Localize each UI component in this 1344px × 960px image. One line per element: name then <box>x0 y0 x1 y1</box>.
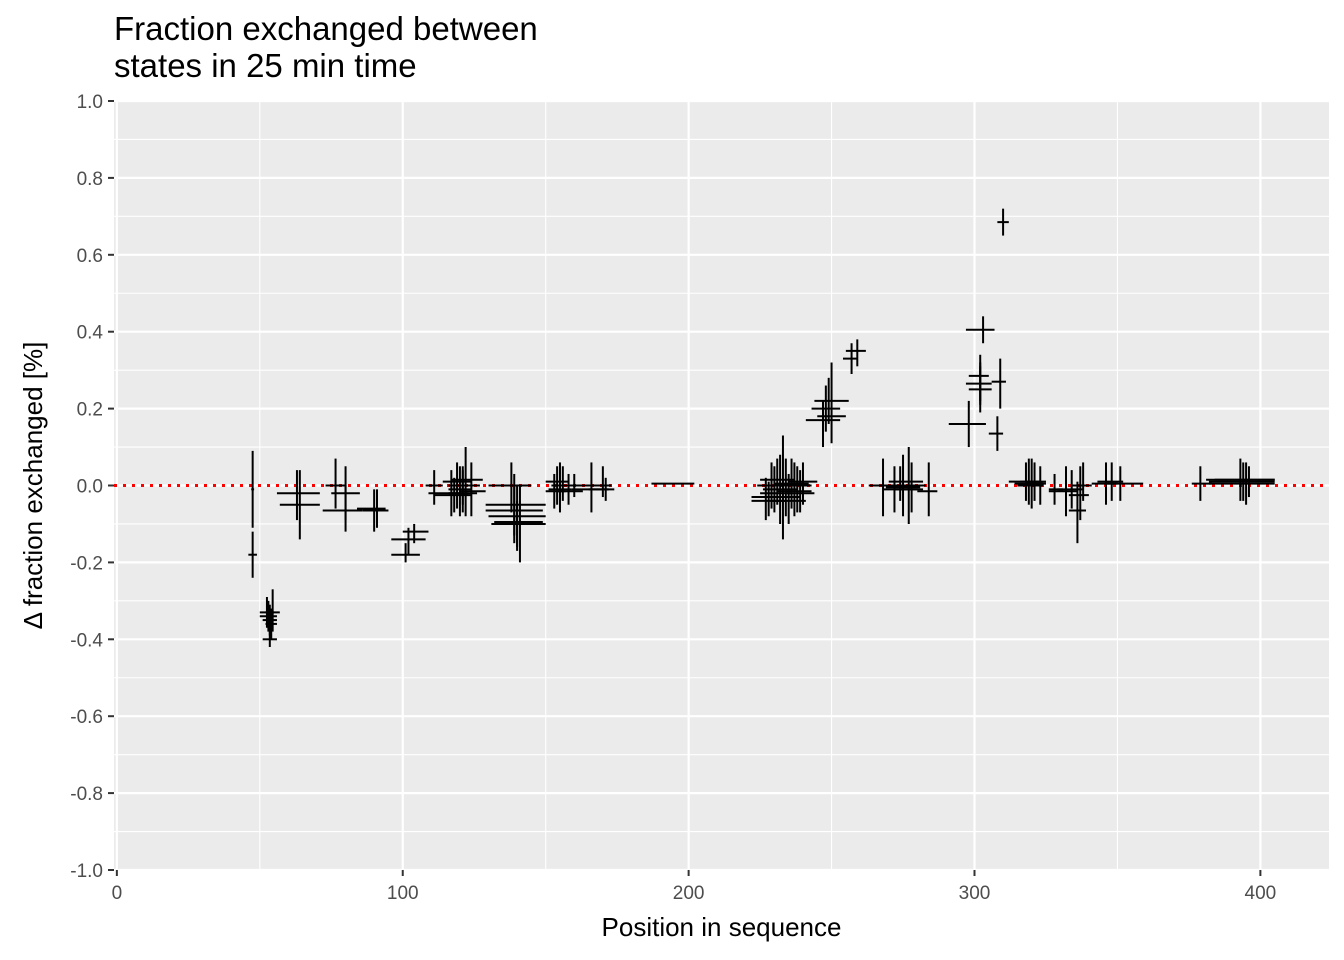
x-tick-label: 300 <box>959 883 991 904</box>
x-tick-label: 0 <box>112 883 123 904</box>
data-point <box>965 316 995 344</box>
data-point <box>777 462 812 517</box>
y-tick-label: -0.8 <box>70 784 103 805</box>
data-point <box>491 500 546 548</box>
x-tick-label: 100 <box>387 883 419 904</box>
data-point <box>997 208 1009 236</box>
data-point <box>362 489 389 528</box>
x-axis-title: Position in sequence <box>602 912 842 942</box>
data-point <box>988 416 1004 451</box>
data-point <box>1208 462 1275 505</box>
y-tick-label: 1.0 <box>77 92 103 113</box>
y-tick-label: -0.6 <box>70 707 103 728</box>
data-point <box>1071 462 1092 501</box>
chart-title: Fraction exchanged between states in 25 … <box>114 10 538 84</box>
data-point <box>557 473 583 505</box>
data-point <box>559 473 589 498</box>
data-point <box>780 466 812 513</box>
data-point <box>276 470 320 521</box>
data-point <box>451 447 483 517</box>
data-point <box>585 466 612 498</box>
data-point <box>991 358 1006 409</box>
data-marks <box>248 208 1275 647</box>
data-point <box>917 462 938 517</box>
y-tick-label: -0.4 <box>70 630 103 651</box>
data-point <box>1068 481 1086 544</box>
data-point <box>402 523 429 544</box>
data-point <box>811 385 841 432</box>
y-axis-title: Δ fraction exchanged [%] <box>18 342 48 630</box>
y-tick-label: 0.2 <box>77 400 103 421</box>
data-point <box>391 543 420 563</box>
data-point <box>965 362 992 405</box>
data-point <box>459 462 486 517</box>
grid-major <box>114 99 1329 872</box>
data-point <box>259 600 277 632</box>
data-point <box>1025 466 1046 505</box>
x-axis: 0 100 200 300 400 <box>112 870 1277 904</box>
data-point <box>1097 462 1124 501</box>
data-point <box>843 343 858 374</box>
data-point <box>785 470 815 513</box>
y-tick-label: -1.0 <box>70 861 103 882</box>
data-point <box>1191 466 1212 501</box>
data-point <box>485 485 543 544</box>
y-tick-label: 0.6 <box>77 246 103 267</box>
data-point <box>1214 466 1275 498</box>
data-point <box>251 450 255 528</box>
y-tick-label: 0.8 <box>77 169 103 190</box>
data-point <box>248 531 257 578</box>
data-point <box>888 466 924 501</box>
y-axis: -1.0 -0.8 -0.6 -0.4 -0.2 0.0 0.2 0.4 0.6 0.8 1.0 <box>70 92 114 882</box>
data-point <box>331 466 360 521</box>
y-tick-label: 0.0 <box>77 477 103 498</box>
data-point <box>265 608 277 640</box>
data-point <box>891 447 926 524</box>
data-point <box>588 477 615 501</box>
data-point <box>279 470 320 540</box>
data-point <box>262 627 277 647</box>
data-point <box>425 470 443 505</box>
data-point <box>1106 466 1144 501</box>
data-point <box>894 462 924 513</box>
data-point <box>1020 462 1046 501</box>
data-point <box>845 339 866 367</box>
data-point <box>868 458 895 517</box>
data-point <box>448 466 480 505</box>
data-point <box>1057 470 1084 509</box>
data-point <box>1208 462 1275 501</box>
x-tick-label: 200 <box>673 883 705 904</box>
y-tick-label: -0.2 <box>70 553 103 574</box>
x-tick-label: 400 <box>1245 883 1277 904</box>
y-tick-label: 0.4 <box>77 323 104 344</box>
data-point <box>265 589 280 632</box>
data-point <box>788 462 818 505</box>
data-point <box>325 458 346 509</box>
data-point <box>817 362 846 444</box>
data-point <box>948 400 986 448</box>
